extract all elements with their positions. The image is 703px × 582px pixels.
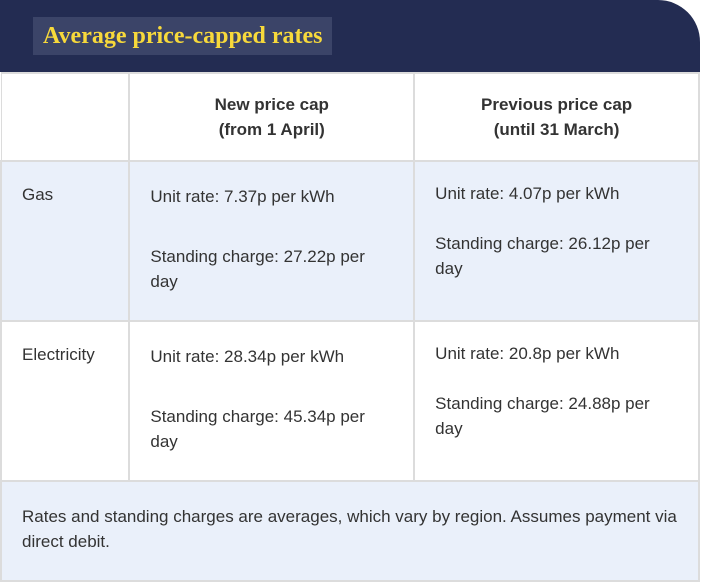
header-new-cap-line2: (from 1 April) [218, 120, 325, 139]
header-cell-empty [0, 72, 131, 162]
gas-new-unit-rate: Unit rate: 7.37p per kWh [150, 187, 335, 206]
electricity-previous-unit-rate: Unit rate: 20.8p per kWh [435, 344, 620, 363]
gas-new-standing-charge: Standing charge: 27.22p per day [150, 247, 365, 291]
table-row-electricity: Electricity Unit rate: 28.34p per kWh St… [0, 320, 700, 482]
table-footnote-row: Rates and standing charges are averages,… [0, 480, 700, 582]
header-cell-previous-cap: Previous price cap (until 31 March) [413, 72, 700, 162]
row-label-gas: Gas [0, 160, 131, 322]
card-title: Average price-capped rates [33, 17, 333, 55]
electricity-new-unit-rate: Unit rate: 28.34p per kWh [150, 347, 345, 366]
electricity-new-standing-charge: Standing charge: 45.34p per day [150, 407, 365, 451]
header-new-cap-line1: New price cap [214, 95, 329, 114]
gas-previous-unit-rate: Unit rate: 4.07p per kWh [435, 184, 620, 203]
electricity-previous-standing-charge: Standing charge: 24.88p per day [435, 394, 650, 438]
header-previous-cap-line2: (until 31 March) [493, 120, 620, 139]
row-label-electricity: Electricity [0, 320, 131, 482]
cell-electricity-new: Unit rate: 28.34p per kWh Standing charg… [128, 320, 416, 482]
table-header-row: New price cap (from 1 April) Previous pr… [0, 72, 700, 162]
table-footnote: Rates and standing charges are averages,… [0, 480, 700, 582]
card-header: Average price-capped rates [0, 0, 700, 72]
rates-table: New price cap (from 1 April) Previous pr… [0, 72, 700, 582]
cell-gas-new: Unit rate: 7.37p per kWh Standing charge… [128, 160, 416, 322]
header-previous-cap-line1: Previous price cap [480, 95, 633, 114]
gas-previous-standing-charge: Standing charge: 26.12p per day [435, 234, 650, 278]
header-cell-new-cap: New price cap (from 1 April) [128, 72, 416, 162]
cell-electricity-previous: Unit rate: 20.8p per kWh Standing charge… [413, 320, 700, 482]
table-row-gas: Gas Unit rate: 7.37p per kWh Standing ch… [0, 160, 700, 322]
cell-gas-previous: Unit rate: 4.07p per kWh Standing charge… [413, 160, 700, 322]
